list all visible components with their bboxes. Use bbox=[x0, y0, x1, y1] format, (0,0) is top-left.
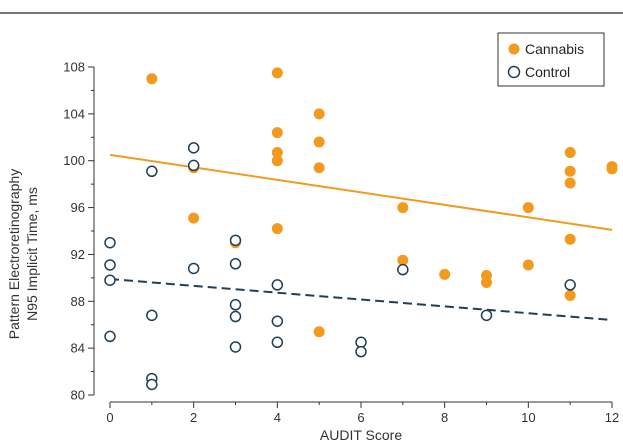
control-point bbox=[271, 336, 284, 349]
y-axis: 80 84 88 92 96 100 104 108 bbox=[63, 60, 95, 403]
control-point bbox=[564, 279, 576, 291]
y-tick-label: 84 bbox=[71, 341, 85, 356]
cannabis-point bbox=[146, 73, 158, 85]
control-point bbox=[187, 142, 200, 154]
control-point bbox=[104, 330, 116, 343]
legend-marker-cannabis bbox=[508, 43, 520, 55]
cannabis-point bbox=[606, 163, 618, 175]
control-point bbox=[397, 263, 409, 276]
cannabis-point bbox=[564, 165, 576, 177]
cannabis-point bbox=[313, 326, 325, 338]
legend-label-cannabis: Cannabis bbox=[525, 41, 584, 57]
legend-marker-control bbox=[507, 65, 521, 79]
y-axis-title-line-1: Pattern Electroretinography bbox=[6, 169, 22, 339]
y-tick-label: 108 bbox=[63, 60, 85, 75]
control-point bbox=[229, 234, 242, 247]
cannabis-point bbox=[188, 212, 200, 224]
trend-lines bbox=[109, 153, 613, 322]
cannabis-point bbox=[522, 259, 534, 271]
cannabis-point bbox=[397, 202, 409, 214]
plot-area: 80 84 88 92 96 100 104 108 0 2 4 6 8 10 12 bbox=[63, 60, 619, 426]
y-tick-label: 96 bbox=[71, 200, 85, 215]
cannabis-point bbox=[564, 289, 576, 301]
control-point bbox=[104, 236, 116, 249]
legend: Cannabis Control bbox=[497, 32, 605, 87]
y-tick-label: 92 bbox=[71, 247, 85, 262]
control-point bbox=[146, 309, 158, 322]
x-tick-label: 0 bbox=[106, 410, 113, 425]
control-point bbox=[271, 279, 284, 291]
control-point bbox=[104, 259, 116, 271]
cannabis-point bbox=[481, 277, 492, 289]
control-point bbox=[146, 378, 158, 391]
y-axis-title-line-2: N95 Implicit Time, ms bbox=[24, 187, 40, 321]
x-axis: 0 2 4 6 8 10 12 bbox=[106, 401, 619, 425]
cannabis-point bbox=[564, 177, 576, 189]
y-tick-label: 88 bbox=[71, 294, 85, 309]
cannabis-point bbox=[271, 155, 283, 167]
cannabis-point bbox=[564, 233, 576, 245]
control-point bbox=[355, 336, 367, 349]
legend-label-control: Control bbox=[525, 64, 570, 80]
control-point bbox=[229, 341, 242, 353]
cannabis-point bbox=[313, 162, 325, 174]
cannabis-point bbox=[271, 67, 283, 79]
x-tick-label: 8 bbox=[441, 410, 448, 425]
cannabis-point bbox=[397, 254, 409, 266]
x-tick-label: 6 bbox=[357, 410, 364, 425]
cannabis-point bbox=[564, 147, 576, 159]
cannabis-point bbox=[313, 108, 325, 120]
y-tick-label: 100 bbox=[63, 153, 85, 168]
cannabis-point bbox=[522, 202, 534, 214]
cannabis-point bbox=[271, 223, 283, 235]
control-trend-line bbox=[109, 278, 613, 322]
x-axis-title: AUDIT Score bbox=[320, 427, 402, 443]
control-point bbox=[355, 345, 367, 358]
control-point bbox=[229, 258, 242, 270]
control-point bbox=[187, 159, 200, 172]
x-tick-label: 10 bbox=[521, 410, 535, 425]
cannabis-trend-line bbox=[109, 153, 613, 231]
x-tick-label: 2 bbox=[190, 410, 197, 425]
y-tick-label: 104 bbox=[63, 106, 85, 121]
cannabis-point bbox=[313, 136, 325, 148]
control-point bbox=[229, 299, 242, 311]
control-point bbox=[187, 262, 200, 275]
y-tick-label: 80 bbox=[71, 388, 85, 403]
data-points bbox=[104, 67, 618, 391]
cannabis-point bbox=[271, 127, 283, 139]
cannabis-point bbox=[271, 147, 283, 159]
x-tick-label: 12 bbox=[605, 410, 619, 425]
control-point bbox=[104, 274, 116, 286]
x-tick-label: 4 bbox=[274, 410, 281, 425]
cannabis-point bbox=[439, 268, 451, 280]
control-point bbox=[480, 309, 493, 322]
control-point bbox=[146, 165, 158, 178]
control-point bbox=[271, 315, 284, 327]
control-point bbox=[229, 310, 242, 323]
